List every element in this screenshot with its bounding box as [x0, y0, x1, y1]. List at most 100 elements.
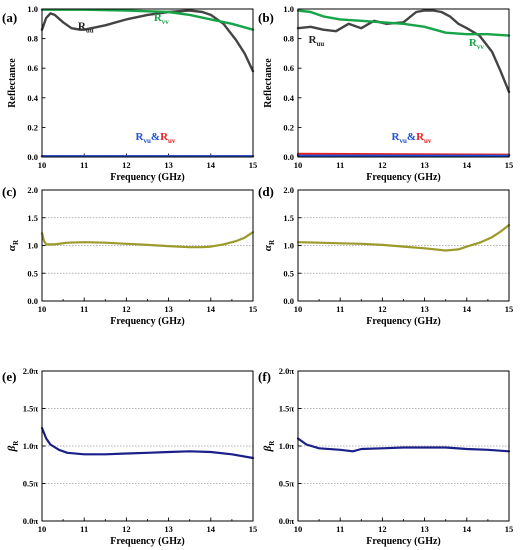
x-tick-label: 15	[249, 160, 258, 170]
y-tick-label: 2.0π	[23, 366, 39, 376]
x-tick-label: 15	[505, 524, 514, 534]
x-tick-label: 14	[207, 524, 216, 534]
y-axis-label-main: β	[6, 445, 18, 452]
panel-b: (b) 0.0 0.2 0.4 0.6 0.8 1.0 10 11 12 13 14 15 Frequen…	[258, 4, 513, 183]
y-axis-label-sub: R	[268, 440, 276, 446]
panel-e: (e) 0.0π 0.5π 1.0π 1.5π 2.0π 10 11 12 13 14 15 Frequ…	[2, 366, 257, 547]
series-annotation-sub: vv	[477, 43, 485, 51]
x-axis-label: Frequency (GHz)	[366, 172, 441, 183]
x-tick-label: 12	[122, 304, 131, 314]
x-tick-label: 14	[463, 160, 472, 170]
panel-a: (a) 0.0 0.2 0.4 0.6 0.8 1.0 10 11 12 13 14 15 Frequen…	[2, 4, 257, 183]
x-tick-label: 13	[420, 160, 429, 170]
x-tick-label: 11	[80, 304, 88, 314]
y-tick-label: 1.5π	[279, 404, 295, 414]
x-axis-label: Frequency (GHz)	[366, 316, 441, 327]
cross-pol-b: R	[160, 131, 169, 143]
y-axis-label: βR	[262, 440, 276, 453]
x-tick-label: 10	[294, 524, 303, 534]
cross-pol-label: Rvu&Ruv	[136, 131, 176, 145]
x-tick-label: 15	[505, 160, 514, 170]
y-tick-label: 0.6	[283, 63, 294, 73]
y-axis-label-sub: R	[12, 440, 20, 446]
y-axis-label-main: β	[262, 445, 274, 452]
y-axis-label-main: α	[262, 244, 274, 251]
x-tick-label: 12	[122, 160, 131, 170]
x-tick-label: 10	[294, 304, 303, 314]
y-tick-label: 0.5π	[279, 479, 295, 489]
y-tick-label: 0.5π	[23, 479, 39, 489]
y-tick-label: 1.0π	[279, 441, 295, 451]
series-annotation-main: R	[78, 21, 87, 33]
y-tick-label: 1.0	[27, 4, 38, 14]
panel-f: (f) 0.0π 0.5π 1.0π 1.5π 2.0π 10 11 12 13 14 15 Frequ…	[258, 366, 513, 547]
x-tick-label: 11	[336, 304, 344, 314]
x-axis-label: Frequency (GHz)	[110, 536, 185, 547]
y-tick-label: 0.0π	[279, 516, 295, 526]
y-axis-label-main: α	[6, 244, 18, 251]
series-line-0	[296, 437, 511, 453]
panel-label: (e)	[2, 369, 16, 384]
y-tick-label: 0.8	[283, 34, 294, 44]
x-tick-label: 12	[378, 304, 387, 314]
series-annotation-main: R	[309, 34, 318, 46]
x-tick-label: 14	[207, 304, 216, 314]
cross-pol-a-sub: vu	[144, 137, 152, 145]
y-tick-label: 2.0π	[279, 366, 295, 376]
x-tick-label: 12	[378, 524, 387, 534]
x-tick-label: 10	[294, 160, 303, 170]
panel-d: (d) 0.0 0.5 1.0 1.5 2.0 10 11 12 13 14 15 Frequency …	[258, 184, 513, 327]
y-tick-label: 0.2	[27, 122, 38, 132]
series-annotation-sub: uu	[86, 27, 94, 35]
plot-frame	[41, 370, 254, 522]
x-tick-label: 11	[80, 524, 88, 534]
series-annotation: Ruu	[309, 34, 325, 48]
y-tick-label: 1.0π	[23, 441, 39, 451]
x-tick-label: 11	[336, 160, 344, 170]
y-tick-label: 1.0	[27, 241, 38, 251]
x-tick-label: 15	[249, 524, 258, 534]
panel-label: (f)	[258, 369, 271, 384]
x-tick-label: 13	[164, 524, 173, 534]
y-tick-label: 1.0	[283, 4, 294, 14]
y-axis-label: αR	[6, 239, 20, 251]
y-axis-label-sub: R	[268, 239, 276, 245]
x-tick-label: 12	[122, 524, 131, 534]
y-tick-label: 0.5	[27, 268, 38, 278]
x-axis-label: Frequency (GHz)	[366, 536, 441, 547]
cross-pol-a: R	[392, 131, 401, 143]
y-axis-label: αR	[262, 239, 276, 251]
cross-pol-b-sub: uv	[168, 137, 176, 145]
x-tick-label: 14	[207, 160, 216, 170]
x-tick-label: 14	[463, 524, 472, 534]
series-annotation-main: R	[469, 37, 478, 49]
x-tick-label: 11	[80, 160, 88, 170]
series-annotation: Rvv	[469, 37, 484, 51]
cross-pol-label: Rvu&Ruv	[392, 131, 432, 145]
y-tick-label: 1.0	[283, 241, 294, 251]
y-axis-label: βR	[6, 440, 20, 453]
x-tick-label: 13	[164, 304, 173, 314]
series-annotation: Rvv	[154, 12, 169, 26]
y-tick-label: 0.4	[283, 93, 294, 103]
x-tick-label: 13	[164, 160, 173, 170]
y-tick-label: 0.8	[27, 34, 38, 44]
x-tick-label: 15	[249, 304, 258, 314]
panel-label: (d)	[258, 184, 274, 199]
y-tick-label: 1.5	[283, 213, 294, 223]
cross-pol-b-sub: uv	[424, 137, 432, 145]
panel-label: (a)	[2, 10, 17, 25]
y-tick-label: 0.5	[283, 268, 294, 278]
cross-pol-amp: &	[407, 131, 416, 143]
series-annotation-sub: vv	[162, 18, 170, 26]
y-axis-label: Reflectance	[7, 58, 18, 108]
y-axis-label: Reflectance	[263, 58, 274, 108]
y-tick-label: 1.5π	[23, 404, 39, 414]
y-tick-label: 2.0	[27, 185, 38, 195]
series-annotation: Ruu	[78, 21, 94, 35]
panel-c: (c) 0.0 0.5 1.0 1.5 2.0 10 11 12 13 14 15 Frequency …	[2, 184, 257, 327]
y-tick-label: 2.0	[283, 185, 294, 195]
plot-frame	[297, 370, 510, 522]
x-tick-label: 10	[38, 160, 47, 170]
x-tick-label: 10	[38, 304, 47, 314]
